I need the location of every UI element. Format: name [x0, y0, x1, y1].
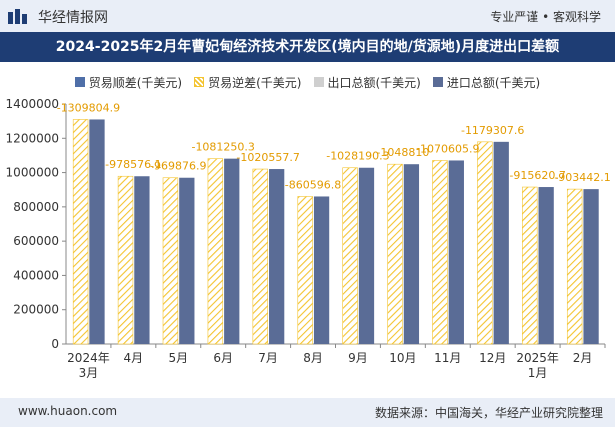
x-tick-label: 2月	[573, 351, 593, 365]
data-label: -969876.9	[150, 160, 206, 173]
legend-swatch-surplus	[74, 77, 85, 87]
legend-item-deficit: 贸易逆差(千美元)	[194, 72, 302, 92]
bar-trade-deficit	[387, 163, 403, 345]
legend-swatch-export	[313, 77, 324, 87]
x-tick-label: 9月	[348, 351, 368, 365]
bar-trade-deficit	[477, 141, 493, 345]
footer-source: 数据来源：中国海关，华经产业研究院整理	[374, 406, 603, 420]
bar-import-total	[403, 164, 420, 344]
y-tick-label: 600000	[13, 234, 59, 248]
bar-import-total	[313, 196, 330, 344]
legend-item-export: 出口总额(千美元)	[313, 72, 421, 92]
legend-label-deficit: 贸易逆差(千美元)	[208, 75, 302, 90]
bar-trade-deficit	[342, 167, 358, 345]
chart-title: 2024-2025年2月年曹妃甸经济技术开发区(境内目的地/货源地)月度进出口差…	[55, 39, 560, 55]
bar-trade-deficit	[162, 177, 179, 345]
title-bar: 2024-2025年2月年曹妃甸经济技术开发区(境内目的地/货源地)月度进出口差…	[0, 32, 615, 62]
y-tick-label: 1400000	[6, 97, 59, 111]
legend-item-surplus: 贸易顺差(千美元)	[74, 72, 183, 92]
x-tick-label: 11月	[434, 351, 461, 365]
data-label: -1020557.7	[236, 151, 299, 164]
bar-import-total	[269, 169, 285, 344]
y-tick-label: 400000	[13, 268, 59, 282]
data-label: -1309804.9	[57, 101, 120, 114]
x-tick-label: 12月	[479, 351, 506, 365]
data-label: -1070605.9	[416, 142, 479, 155]
bar-trade-deficit	[566, 188, 583, 345]
bar-import-total	[224, 158, 240, 344]
data-label: -978576.1	[105, 158, 161, 171]
bar-import-total	[538, 187, 554, 344]
x-tick-label: 2025年 1月	[516, 351, 559, 380]
data-label: -915620.7	[509, 169, 565, 182]
bar-import-total	[448, 160, 464, 344]
legend-label-surplus: 贸易顺差(千美元)	[88, 75, 183, 90]
header-bar: 华经情报网 专业严谨 • 客观科学	[0, 0, 615, 32]
footer-bar: www.huaon.com 数据来源：中国海关，华经产业研究院整理	[0, 398, 615, 427]
data-label: -860596.8	[285, 178, 341, 191]
y-tick-label: 200000	[13, 303, 59, 317]
bar-import-total	[358, 167, 375, 344]
y-tick-label: 800000	[13, 200, 59, 214]
x-tick-label: 8月	[303, 351, 323, 365]
legend-label-export: 出口总额(千美元)	[327, 75, 421, 90]
y-tick-label: 0	[51, 337, 59, 351]
bar-trade-deficit	[297, 196, 313, 345]
bar-trade-deficit	[72, 119, 89, 345]
legend-label-import: 进口总额(千美元)	[446, 75, 541, 90]
bar-trade-deficit	[522, 186, 538, 345]
bar-trade-deficit	[432, 160, 448, 345]
x-tick-label: 7月	[258, 351, 278, 365]
data-label: -1048810	[376, 146, 429, 159]
x-tick-label: 4月	[124, 351, 144, 365]
bar-import-total	[89, 119, 105, 344]
bar-trade-deficit	[207, 158, 224, 345]
y-tick-label: 1200000	[6, 131, 59, 145]
tagline: 专业严谨 • 客观科学	[490, 10, 601, 24]
data-label: -1028190.3	[326, 150, 389, 163]
bar-trade-deficit	[252, 168, 268, 345]
bar-import-total	[583, 189, 599, 344]
logo-icon	[8, 9, 27, 24]
bar-import-total	[493, 141, 509, 344]
data-label: -1081250.3	[191, 141, 254, 154]
data-label: -1179307.6	[461, 124, 524, 137]
bar-trade-deficit	[117, 175, 134, 345]
footer-url: www.huaon.com	[18, 404, 118, 418]
legend-swatch-deficit	[194, 77, 205, 87]
x-tick-label: 6月	[213, 351, 233, 365]
chart-legend: 贸易顺差(千美元) 贸易逆差(千美元) 出口总额(千美元) 进口总额(千美元)	[0, 72, 615, 92]
x-tick-label: 10月	[389, 351, 416, 365]
legend-swatch-import	[432, 77, 443, 87]
site-name: 华经情报网	[38, 10, 108, 26]
bar-import-total	[134, 176, 150, 344]
data-label: -903442.1	[554, 171, 610, 184]
bar-import-total	[179, 177, 195, 344]
x-tick-label: 5月	[168, 351, 188, 365]
y-tick-label: 1000000	[6, 166, 59, 180]
x-tick-label: 2024年 3月	[67, 351, 110, 380]
legend-item-import: 进口总额(千美元)	[432, 72, 541, 92]
